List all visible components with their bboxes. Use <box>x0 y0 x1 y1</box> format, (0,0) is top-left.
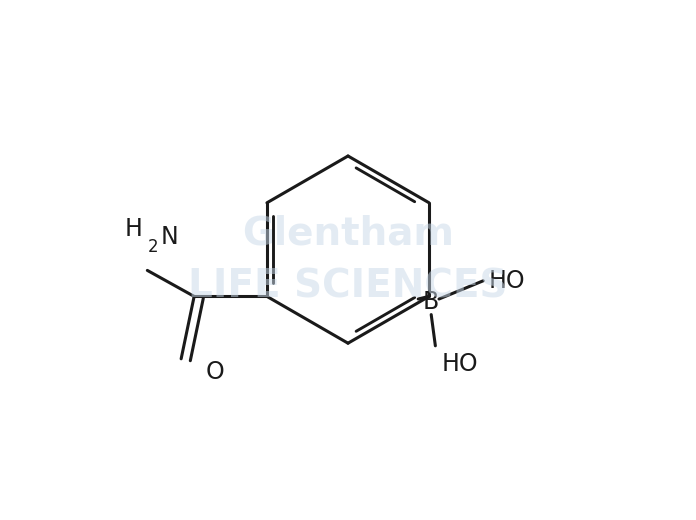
Text: B: B <box>423 290 439 314</box>
Text: N: N <box>161 225 179 249</box>
Text: HO: HO <box>441 352 478 376</box>
Text: Glentham
LIFE SCIENCES: Glentham LIFE SCIENCES <box>188 215 508 306</box>
Text: O: O <box>206 360 225 384</box>
Text: 2: 2 <box>148 238 158 256</box>
Text: H: H <box>125 217 143 241</box>
Text: HO: HO <box>489 269 525 293</box>
